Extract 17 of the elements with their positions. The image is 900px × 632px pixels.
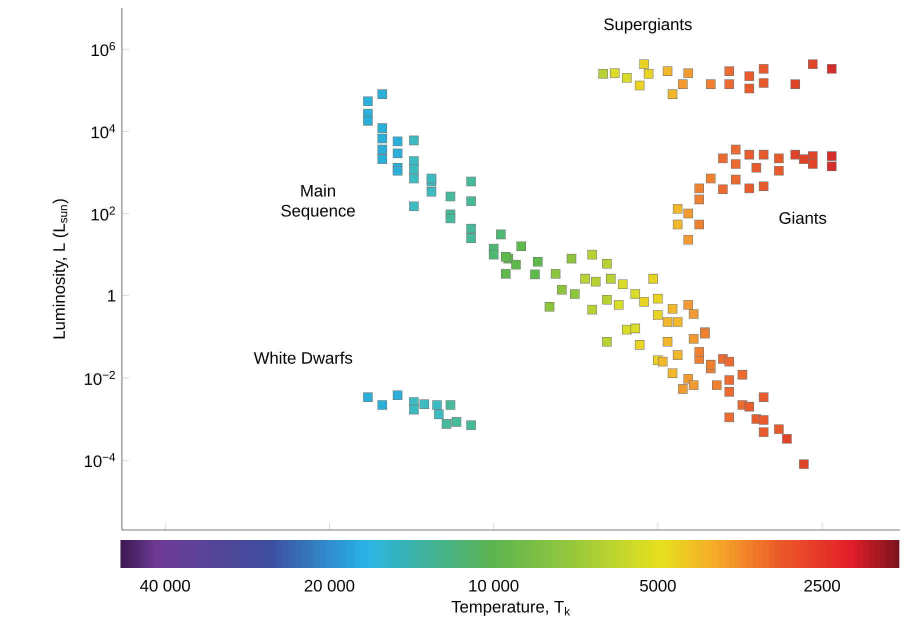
annotation: Supergiants — [604, 18, 692, 34]
x-tick-label: 20 000 — [304, 580, 354, 592]
y-tick-label: 10$^{2}$ — [92, 206, 115, 221]
y-tick-label: 10$^{4}$ — [92, 124, 116, 138]
x-tick-label: 2500 — [804, 580, 840, 592]
x-tick-label: 10 000 — [469, 580, 518, 592]
y-tick-label: 10$^{−2}$ — [84, 370, 115, 386]
y-tick-label: 10$^{6}$ — [92, 42, 115, 56]
x-tick-label: 5000 — [640, 580, 676, 592]
x-tick-label: 40 000 — [140, 580, 190, 592]
annotation: Giants — [779, 212, 826, 224]
annotation: Main Sequence — [281, 184, 355, 220]
annotation: White Dwarfs — [254, 352, 352, 364]
y-tick-label: 1 — [108, 290, 116, 302]
x-axis-title: Temperature, T$_{k}$ — [452, 600, 570, 616]
y-axis-title: Luminosity, L (L$_{sun}$) — [52, 199, 68, 338]
y-tick-label: 10$^{−4}$ — [84, 453, 116, 468]
